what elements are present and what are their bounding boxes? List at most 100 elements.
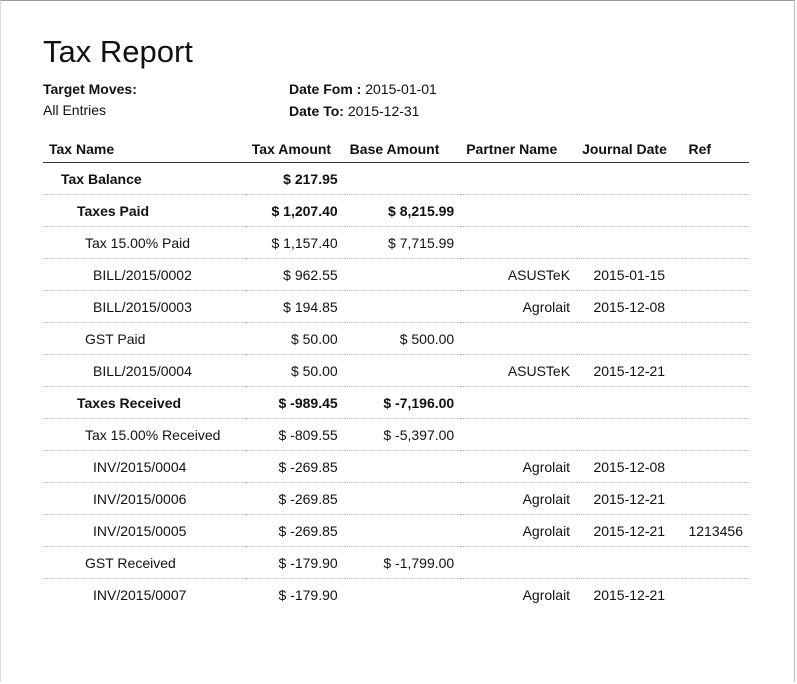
table-row: GST Received $ -179.90 $ -1,799.00 — [43, 546, 749, 579]
cell-base-amount — [344, 579, 461, 611]
cell-date — [576, 418, 683, 451]
cell-tax-amount: $ 1,207.40 — [245, 194, 344, 227]
cell-date: 2015-12-08 — [576, 450, 683, 483]
cell-base-amount: $ -5,397.00 — [343, 418, 461, 451]
cell-tax-amount: $ 962.55 — [245, 258, 344, 291]
cell-partner: Agrolait — [460, 290, 577, 323]
date-to: Date To: 2015-12-31 — [289, 103, 419, 119]
cell-partner — [460, 418, 577, 451]
target-moves-label: Target Moves: — [43, 81, 137, 97]
table-row: GST Paid $ 50.00 $ 500.00 — [43, 322, 749, 355]
cell-tax-amount: $ 1,157.40 — [245, 226, 344, 259]
cell-date — [576, 194, 683, 227]
cell-partner — [460, 194, 577, 227]
cell-tax-name: BILL/2015/0003 — [43, 290, 246, 323]
cell-base-amount — [343, 514, 461, 547]
cell-ref — [682, 194, 749, 227]
cell-tax-name: Tax 15.00% Paid — [43, 226, 246, 259]
date-from-value: 2015-01-01 — [365, 81, 437, 97]
table-row: INV/2015/0004 $ -269.85 Agrolait 2015-12… — [43, 450, 749, 483]
cell-ref — [682, 450, 749, 483]
cell-tax-name: Tax 15.00% Received — [43, 418, 246, 451]
table-row: INV/2015/0006 $ -269.85 Agrolait 2015-12… — [43, 482, 749, 515]
date-from-label: Date Fom : — [289, 81, 362, 97]
cell-date — [576, 322, 683, 355]
table-row: Tax Balance $ 217.95 — [43, 162, 749, 195]
cell-partner — [460, 546, 577, 579]
cell-date: 2015-12-21 — [576, 354, 683, 387]
header-journal-date: Journal Date — [576, 135, 683, 163]
cell-tax-name: GST Received — [43, 546, 246, 579]
cell-tax-name: INV/2015/0004 — [43, 450, 246, 483]
table-header-row: Tax Name Tax Amount Base Amount Partner … — [43, 135, 749, 163]
cell-base-amount: $ 500.00 — [343, 322, 461, 355]
cell-ref — [682, 579, 749, 611]
header-tax-amount: Tax Amount — [245, 135, 344, 163]
target-moves-value: All Entries — [43, 102, 107, 118]
cell-tax-amount: $ -269.85 — [245, 514, 344, 547]
table-row: INV/2015/0007 $ -179.90 Agrolait 2015-12… — [43, 579, 749, 611]
cell-tax-name: BILL/2015/0004 — [43, 354, 246, 387]
cell-ref — [682, 418, 749, 451]
table-row: INV/2015/0005 $ -269.85 Agrolait 2015-12… — [43, 514, 749, 547]
cell-ref — [682, 290, 749, 323]
cell-tax-amount: $ -179.90 — [245, 546, 344, 579]
cell-ref — [682, 354, 749, 387]
cell-ref — [682, 226, 749, 259]
cell-date — [576, 386, 683, 419]
cell-date — [576, 162, 683, 195]
cell-date: 2015-12-21 — [576, 514, 683, 547]
cell-partner — [460, 386, 577, 419]
table-row: BILL/2015/0003 $ 194.85 Agrolait 2015-12… — [43, 290, 749, 323]
cell-tax-name: INV/2015/0007 — [93, 586, 187, 603]
cell-tax-amount: $ 217.95 — [245, 162, 344, 195]
cell-tax-amount: $ -989.45 — [245, 386, 344, 419]
cell-base-amount: $ 7,715.99 — [343, 226, 461, 259]
cell-tax-name: Taxes Paid — [43, 194, 246, 227]
cell-partner: Agrolait — [460, 514, 577, 547]
cell-partner: ASUSTeK — [460, 354, 577, 387]
cell-tax-name: BILL/2015/0002 — [43, 258, 246, 291]
date-from: Date Fom : 2015-01-01 — [289, 81, 437, 97]
cell-partner — [460, 162, 577, 195]
cell-base-amount — [343, 482, 461, 515]
cell-ref — [682, 258, 749, 291]
cell-partner — [460, 322, 577, 355]
cell-tax-amount: $ 194.85 — [245, 290, 344, 323]
cell-date: 2015-12-08 — [576, 290, 683, 323]
header-tax-name: Tax Name — [43, 135, 246, 163]
cell-date: 2015-12-21 — [576, 482, 683, 515]
cell-ref — [682, 162, 749, 195]
cell-base-amount — [343, 162, 461, 195]
cell-date: 2015-01-15 — [576, 258, 683, 291]
table-row: BILL/2015/0004 $ 50.00 ASUSTeK 2015-12-2… — [43, 354, 749, 387]
cell-base-amount: $ 8,215.99 — [343, 194, 461, 227]
report-title: Tax Report — [43, 34, 193, 69]
cell-partner: Agrolait — [460, 450, 577, 483]
cell-tax-name: INV/2015/0005 — [43, 514, 246, 547]
cell-tax-amount: $ -269.85 — [245, 482, 344, 515]
cell-tax-amount: $ 50.00 — [245, 354, 344, 387]
table-row: Taxes Received $ -989.45 $ -7,196.00 — [43, 386, 749, 419]
cell-tax-name: GST Paid — [43, 322, 246, 355]
date-to-label: Date To: — [289, 103, 344, 119]
cell-date: 2015-12-21 — [593, 586, 666, 603]
cell-tax-name: Tax Balance — [43, 162, 246, 195]
cell-ref — [682, 482, 749, 515]
cell-base-amount — [343, 258, 461, 291]
tax-report-table: Tax Name Tax Amount Base Amount Partner … — [43, 135, 749, 610]
cell-partner: Agrolait — [522, 586, 571, 603]
cell-tax-amount: $ -809.55 — [245, 418, 344, 451]
cell-date — [576, 226, 683, 259]
cell-tax-amount: $ -179.90 — [278, 586, 338, 603]
header-base-amount: Base Amount — [343, 135, 461, 163]
date-to-value: 2015-12-31 — [347, 103, 420, 119]
header-ref: Ref — [682, 135, 749, 163]
cell-base-amount: $ -1,799.00 — [343, 546, 461, 579]
cell-date — [576, 546, 683, 579]
cell-base-amount — [343, 290, 461, 323]
table-row: BILL/2015/0002 $ 962.55 ASUSTeK 2015-01-… — [43, 258, 749, 291]
cell-partner: ASUSTeK — [460, 258, 577, 291]
cell-ref — [682, 386, 749, 419]
